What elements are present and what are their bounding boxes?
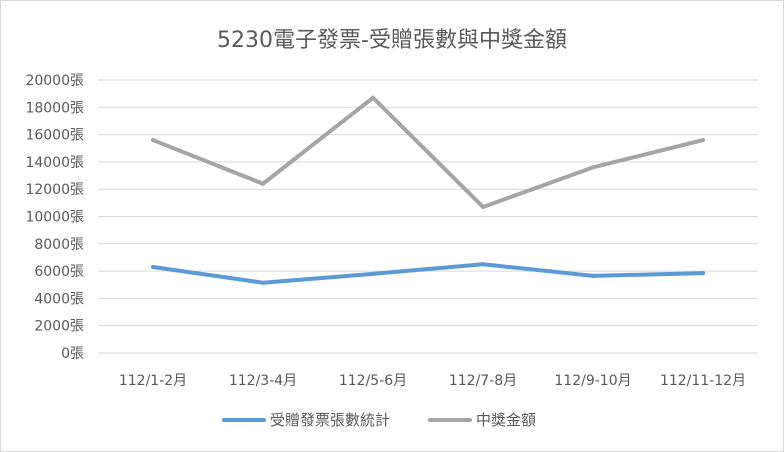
- data-point: [591, 273, 595, 278]
- data-point: [261, 181, 265, 186]
- series-lines: [151, 95, 705, 285]
- x-tick-label: 112/5-6月: [339, 373, 407, 389]
- y-tick-label: 0張: [61, 346, 84, 362]
- series-line-2: [151, 95, 705, 209]
- x-tick-label: 112/9-10月: [554, 373, 631, 389]
- y-tick-label: 20000張: [25, 73, 84, 89]
- legend: 受贈發票張數統計 中獎金額: [222, 411, 536, 429]
- data-point: [591, 165, 595, 170]
- y-axis-tick-labels: 0張 2000張 4000張 6000張 8000張 10000張 12000張 14000張…: [25, 73, 84, 362]
- x-axis-tick-labels: 112/1-2月 112/3-4月 112/5-6月 112/7-8月 112/9-10…: [119, 373, 746, 389]
- data-point: [151, 138, 155, 143]
- x-tick-label: 112/3-4月: [229, 373, 297, 389]
- data-point: [481, 204, 485, 209]
- y-tick-label: 18000張: [25, 100, 84, 116]
- y-tick-label: 10000張: [25, 210, 84, 226]
- y-tick-label: 12000張: [25, 182, 84, 198]
- y-tick-label: 8000張: [34, 237, 84, 253]
- y-tick-label: 4000張: [34, 291, 84, 307]
- x-tick-label: 112/1-2月: [119, 373, 187, 389]
- y-tick-label: 14000張: [25, 155, 84, 171]
- data-point: [481, 262, 485, 267]
- y-tick-label: 6000張: [34, 264, 84, 280]
- data-point: [151, 265, 155, 270]
- x-tick-label: 112/7-8月: [449, 373, 517, 389]
- data-point: [261, 280, 265, 285]
- y-tick-label: 16000張: [25, 128, 84, 144]
- data-point: [701, 271, 705, 276]
- data-point: [371, 95, 375, 100]
- gridlines: [98, 79, 758, 354]
- data-point: [371, 271, 375, 276]
- legend-label: 受贈發票張數統計: [270, 411, 390, 429]
- y-tick-label: 2000張: [34, 319, 84, 335]
- legend-label: 中獎金額: [476, 411, 536, 429]
- series-line-1: [151, 262, 705, 285]
- x-tick-label: 112/11-12月: [660, 373, 746, 389]
- chart-title: 5230電子發票-受贈張數與中獎金額: [217, 28, 567, 53]
- data-point: [701, 138, 705, 143]
